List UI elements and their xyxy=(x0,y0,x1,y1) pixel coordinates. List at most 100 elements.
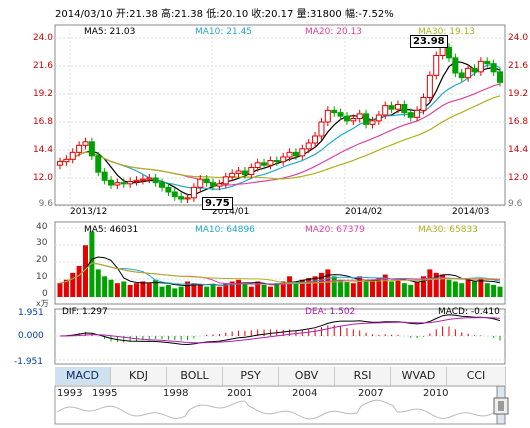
price-y-tick-right: 9.6 xyxy=(508,199,523,209)
candle-body xyxy=(426,74,433,99)
volume-bar xyxy=(83,245,89,297)
price-y-tick-right: 21.6 xyxy=(508,61,529,71)
volume-bar xyxy=(248,286,254,297)
candle-body xyxy=(229,172,236,178)
volume-bar xyxy=(478,278,484,297)
candle-body xyxy=(273,160,280,163)
candle-body xyxy=(439,46,446,56)
candle-body xyxy=(292,151,299,157)
volume-grid xyxy=(55,227,505,280)
volume-bar xyxy=(287,276,293,297)
volume-bar xyxy=(197,284,203,297)
candle-body xyxy=(108,179,115,186)
tab-cci[interactable]: CCI xyxy=(447,367,506,385)
volume-bar xyxy=(216,286,222,297)
quote-close: 收:20.17 xyxy=(251,9,294,20)
quote-change: 幅:-7.52% xyxy=(344,9,394,20)
candle-body xyxy=(318,121,325,137)
candle-body xyxy=(350,118,357,122)
candle-body xyxy=(69,151,76,160)
price-x-tick: 2014/02 xyxy=(345,207,383,217)
volume-bar xyxy=(440,274,446,297)
candle-body xyxy=(222,176,229,185)
candle-body xyxy=(210,182,217,187)
tab-obv[interactable]: OBV xyxy=(279,367,335,385)
tab-psy[interactable]: PSY xyxy=(223,367,279,385)
candle-body xyxy=(146,177,153,180)
macd-dif-label: DIF: 1.297 xyxy=(62,307,108,317)
volume-bar xyxy=(242,283,248,297)
price-ma5-label: MA5: 21.03 xyxy=(84,27,136,37)
volume-bar xyxy=(153,279,159,297)
volume-bar xyxy=(395,279,401,297)
candle-body xyxy=(433,55,440,76)
timeline-year: 2001 xyxy=(227,388,253,399)
candle-body xyxy=(375,114,382,122)
price-candles xyxy=(57,43,503,204)
timeline-year: 2010 xyxy=(423,388,449,399)
candle-body xyxy=(484,60,491,65)
price-y-tick-left: 21.6 xyxy=(32,61,53,71)
quote-open: 开:21.38 xyxy=(115,9,158,20)
volume-bar xyxy=(338,279,344,297)
candle-body xyxy=(363,113,370,125)
min-price-callout: 9.75 xyxy=(202,197,233,210)
candle-body xyxy=(133,179,140,182)
volume-bar xyxy=(363,281,369,297)
candle-body xyxy=(82,141,89,146)
volume-bar xyxy=(452,281,458,297)
quote-header: 2014/03/10 开:21.38 高:21.38 低:20.10 收:20.… xyxy=(55,5,394,20)
volume-bar xyxy=(178,286,184,297)
candle-body xyxy=(305,142,312,150)
volume-ma-lines xyxy=(59,256,501,287)
tab-boll[interactable]: BOLL xyxy=(167,367,223,385)
tab-macd[interactable]: MACD xyxy=(55,367,111,385)
macd-value-label: MACD: -0.410 xyxy=(438,307,500,317)
price-y-tick-left: 9.6 xyxy=(38,199,53,209)
candle-body xyxy=(159,182,166,188)
candle-body xyxy=(414,109,421,118)
volume-bar xyxy=(76,265,82,297)
volume-y-tick: 40 xyxy=(36,222,48,232)
tab-wvad[interactable]: WVAD xyxy=(391,367,447,385)
candle-body xyxy=(127,181,134,185)
volume-bar xyxy=(204,286,210,297)
volume-bar xyxy=(255,281,261,297)
price-ma30-label: MA30: 19.13 xyxy=(418,27,476,37)
volume-bar xyxy=(140,281,146,297)
candle-body xyxy=(343,115,350,122)
tab-rsi[interactable]: RSI xyxy=(335,367,391,385)
volume-ma10-label: MA10: 64896 xyxy=(195,225,255,235)
candle-body xyxy=(465,67,472,79)
timeline-year: 2007 xyxy=(358,388,384,399)
volume-y-tick: 10 xyxy=(36,272,48,282)
candle-body xyxy=(216,183,223,187)
candle-body xyxy=(120,182,127,185)
volume-bar xyxy=(280,281,286,297)
macd-y-tick: 1.951 xyxy=(18,308,44,318)
volume-bar xyxy=(70,272,76,297)
candle-body xyxy=(101,171,108,181)
timeline-year: 2004 xyxy=(292,388,318,399)
ma-line xyxy=(59,64,501,190)
tab-kdj[interactable]: KDJ xyxy=(111,367,167,385)
price-y-tick-right: 19.2 xyxy=(508,89,529,99)
volume-y-tick: 30 xyxy=(36,238,48,248)
volume-y-tick: 0 xyxy=(42,289,48,299)
volume-y-tick: 20 xyxy=(36,255,48,265)
volume-bar xyxy=(446,279,452,297)
volume-bar xyxy=(299,279,305,297)
volume-bar xyxy=(223,283,229,297)
macd-dea-label: DEA: 1.502 xyxy=(305,307,356,317)
volume-bar xyxy=(331,276,337,297)
volume-bar xyxy=(414,281,420,297)
volume-ma30-label: MA30: 65833 xyxy=(418,225,478,235)
price-y-tick-right: 24.0 xyxy=(508,33,529,43)
volume-bar xyxy=(114,283,120,297)
volume-bars xyxy=(57,231,503,297)
price-panel-frame xyxy=(54,24,506,206)
volume-bar xyxy=(146,283,152,297)
volume-bar xyxy=(121,281,127,297)
volume-bar xyxy=(491,284,497,297)
